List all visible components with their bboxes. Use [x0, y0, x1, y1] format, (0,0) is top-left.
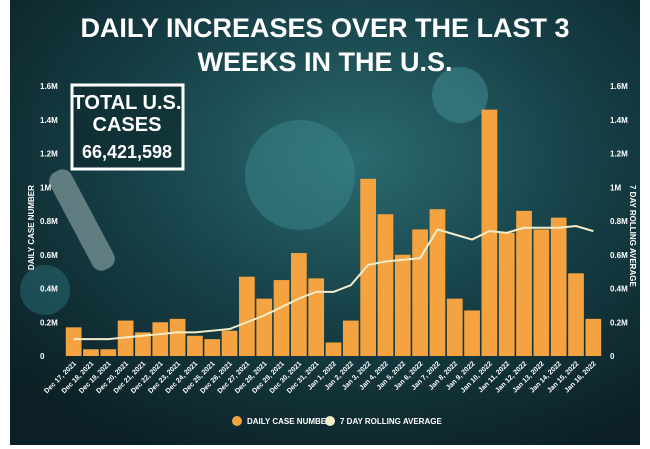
bar	[152, 322, 169, 356]
y-tick-left: 0.2M	[40, 318, 58, 327]
bar	[187, 335, 203, 356]
bars	[65, 109, 602, 356]
bar	[550, 217, 567, 356]
y-tick-right: 0.2M	[610, 318, 628, 327]
background	[10, 0, 640, 445]
y-tick-left: 0	[40, 352, 45, 361]
y-axis-label-left: DAILY CASE NUMBER	[27, 185, 36, 270]
total-cases-box: TOTAL U.S. CASES 66,421,598	[70, 83, 185, 171]
bar	[516, 210, 532, 356]
test-tube-decoration	[49, 169, 115, 271]
bar	[498, 232, 515, 356]
virus-decoration	[20, 67, 488, 315]
rolling-average	[73, 225, 594, 341]
y-tick-left: 1.4M	[40, 116, 58, 125]
y-tick-right: 1.4M	[610, 116, 628, 125]
bar	[221, 330, 238, 356]
bar	[342, 320, 359, 356]
total-box-line1: TOTAL U.S.	[73, 92, 182, 114]
bar	[273, 280, 290, 356]
bar	[464, 310, 480, 356]
y-tick-right: 1M	[610, 183, 621, 192]
legend-bar-label: DAILY CASE NUMBER	[247, 417, 332, 426]
bar	[325, 342, 342, 356]
y-tick-left: 1.2M	[40, 150, 58, 159]
bar	[83, 349, 99, 356]
y-tick-right: 0	[610, 352, 615, 361]
rolling-average-line	[73, 225, 594, 341]
y-ticks-right: 0 0.2M 0.4M 0.6M 0.8M 1M 1.2M 1.4M 1.6M	[610, 82, 628, 361]
y-tick-right: 0.4M	[610, 285, 628, 294]
chart-title-line1: DAILY INCREASES OVER THE LAST 3	[80, 13, 569, 43]
bar	[412, 229, 428, 356]
total-box-line2: CASES	[93, 114, 162, 136]
y-tick-left: 0.6M	[40, 251, 58, 260]
bar	[100, 349, 117, 356]
y-tick-left: 1M	[40, 183, 51, 192]
y-tick-right: 1.2M	[610, 150, 628, 159]
y-ticks-left: 0 0.2M 0.4M 0.6M 0.8M 1M 1.2M 1.4M 1.6M	[40, 82, 58, 361]
y-tick-right: 1.6M	[610, 82, 628, 91]
legend-line-label: 7 DAY ROLLING AVERAGE	[340, 417, 442, 426]
bar	[204, 339, 221, 356]
bar	[377, 214, 394, 356]
y-tick-left: 0.4M	[40, 285, 58, 294]
bar	[239, 276, 255, 356]
legend-bar-swatch	[232, 416, 242, 426]
bar	[308, 278, 325, 356]
legend: DAILY CASE NUMBER 7 DAY ROLLING AVERAGE	[232, 416, 442, 426]
bar	[169, 318, 186, 356]
bar	[429, 209, 446, 356]
bar	[135, 332, 151, 356]
y-tick-right: 0.8M	[610, 217, 628, 226]
bar	[533, 229, 550, 356]
bar	[446, 298, 463, 356]
chart-title-line2: WEEKS IN THE U.S.	[197, 47, 452, 77]
y-tick-left: 0.8M	[40, 217, 58, 226]
bar	[290, 253, 307, 356]
bar	[256, 298, 273, 356]
y-tick-left: 1.6M	[40, 82, 58, 91]
bar	[394, 254, 411, 356]
y-tick-right: 0.6M	[610, 251, 628, 260]
bar	[481, 109, 498, 356]
y-axis-label-right: 7 DAY ROLLING AVERAGE	[628, 185, 637, 287]
total-box-value: 66,421,598	[82, 142, 172, 162]
legend-line-swatch	[325, 416, 335, 426]
bar	[65, 327, 82, 356]
bar	[360, 178, 377, 356]
bar	[585, 318, 602, 356]
bar	[568, 273, 584, 356]
